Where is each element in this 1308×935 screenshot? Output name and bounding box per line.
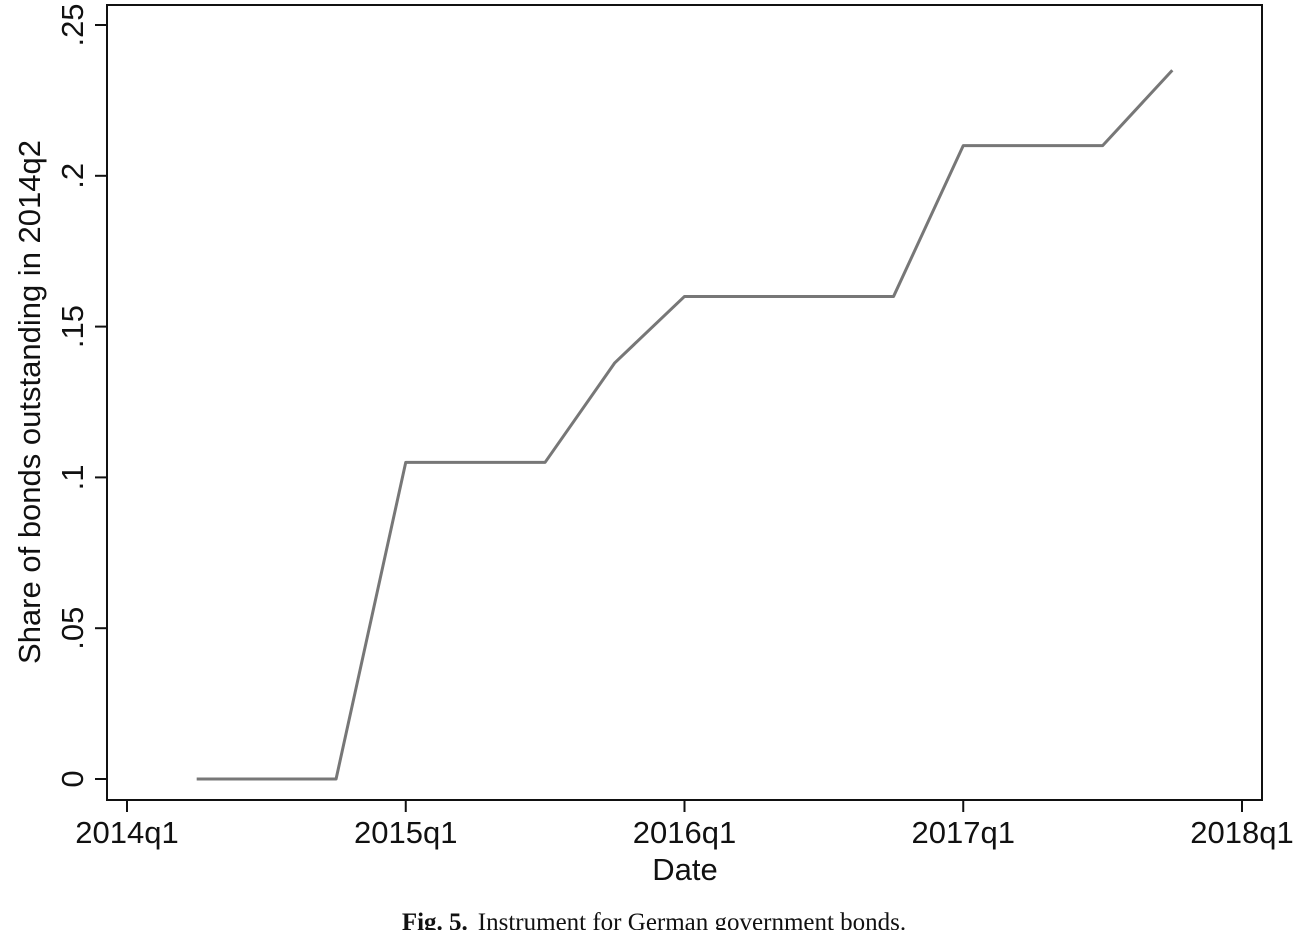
- x-tick-label: 2015q1: [354, 815, 457, 850]
- y-tick-label: .1: [55, 464, 90, 490]
- plot-frame: [106, 4, 1263, 801]
- data-line: [196, 69, 1174, 781]
- y-tick-label: .25: [55, 3, 90, 46]
- x-tick-label: 2018q1: [1190, 815, 1293, 850]
- y-tick-label: 0: [55, 770, 90, 787]
- caption-label: Fig. 5.: [402, 909, 468, 930]
- x-tick-label: 2016q1: [633, 815, 736, 850]
- caption: Fig. 5. Instrument for German government …: [402, 909, 906, 930]
- y-tick-label: .2: [55, 163, 90, 189]
- y-tick-label: .15: [55, 305, 90, 348]
- x-tick-label: 2017q1: [912, 815, 1015, 850]
- x-axis-label: Date: [652, 852, 717, 887]
- x-tick-label: 2014q1: [75, 815, 178, 850]
- y-tick-label: .05: [55, 607, 90, 650]
- y-axis-label: Share of bonds outstanding in 2014q2: [12, 140, 47, 664]
- caption-text: Instrument for German government bonds.: [478, 909, 906, 930]
